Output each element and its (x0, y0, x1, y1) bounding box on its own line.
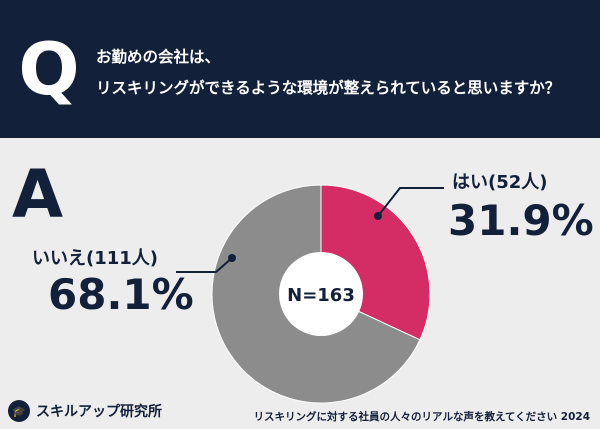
brand-name: スキルアップ研究所 (36, 404, 162, 420)
leader-line-no (176, 257, 233, 273)
center-label: N=163 (287, 285, 355, 306)
footer-note: リスキリングに対する社員の人々のリアルな声を教えてください 2024 (253, 411, 590, 423)
leader-line-yes (377, 187, 444, 217)
leader-dot-yes (374, 212, 382, 220)
q-letter: Q (18, 27, 80, 111)
a-letter: A (12, 156, 64, 233)
question-header: Q お勤めの会社は、 リスキリングができるような環境が整えられていると思いますか… (0, 0, 600, 138)
leader-dot-no (228, 254, 236, 262)
slice-percent-yes: 31.9% (448, 196, 594, 245)
donut-hole (279, 252, 363, 336)
graduation-cap-icon: 🎓 (8, 400, 30, 422)
slice-label-yes: はい(52人) (452, 172, 548, 193)
question-line-1: お勤めの会社は、 (96, 48, 221, 66)
slice-percent-no: 68.1% (48, 270, 194, 319)
brand-logo: 🎓 スキルアップ研究所 (8, 398, 162, 424)
slice-label-no: いいえ(111人) (32, 248, 159, 269)
question-line-2: リスキリングができるような環境が整えられていると思いますか？ (96, 79, 561, 97)
